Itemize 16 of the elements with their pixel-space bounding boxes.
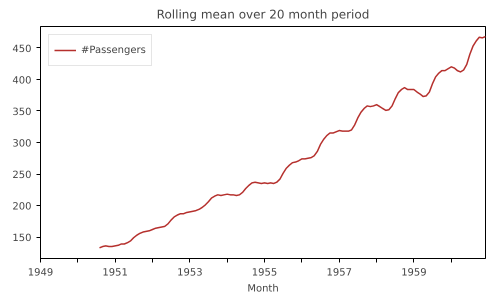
y-tick-label: 450: [12, 44, 32, 55]
x-tick-label: 1949: [28, 268, 54, 278]
x-tick-label: 1959: [401, 268, 427, 278]
y-tick-label: 350: [12, 106, 32, 118]
y-tick-label: 400: [12, 75, 32, 86]
x-tick-label: 1953: [177, 268, 203, 278]
y-tick-label: 300: [12, 138, 32, 150]
y-tick-label: 250: [12, 170, 32, 182]
chart-title: Rolling mean over 20 month period: [156, 8, 370, 22]
x-tick-label: 1955: [252, 268, 278, 278]
x-axis-title: Month: [247, 284, 279, 294]
y-tick-label: 150: [12, 233, 32, 244]
x-tick-label: 1951: [102, 268, 128, 278]
x-tick-label: 1957: [326, 268, 352, 278]
y-tick-label: 200: [12, 202, 32, 213]
legend-label: #Passengers: [81, 44, 146, 56]
